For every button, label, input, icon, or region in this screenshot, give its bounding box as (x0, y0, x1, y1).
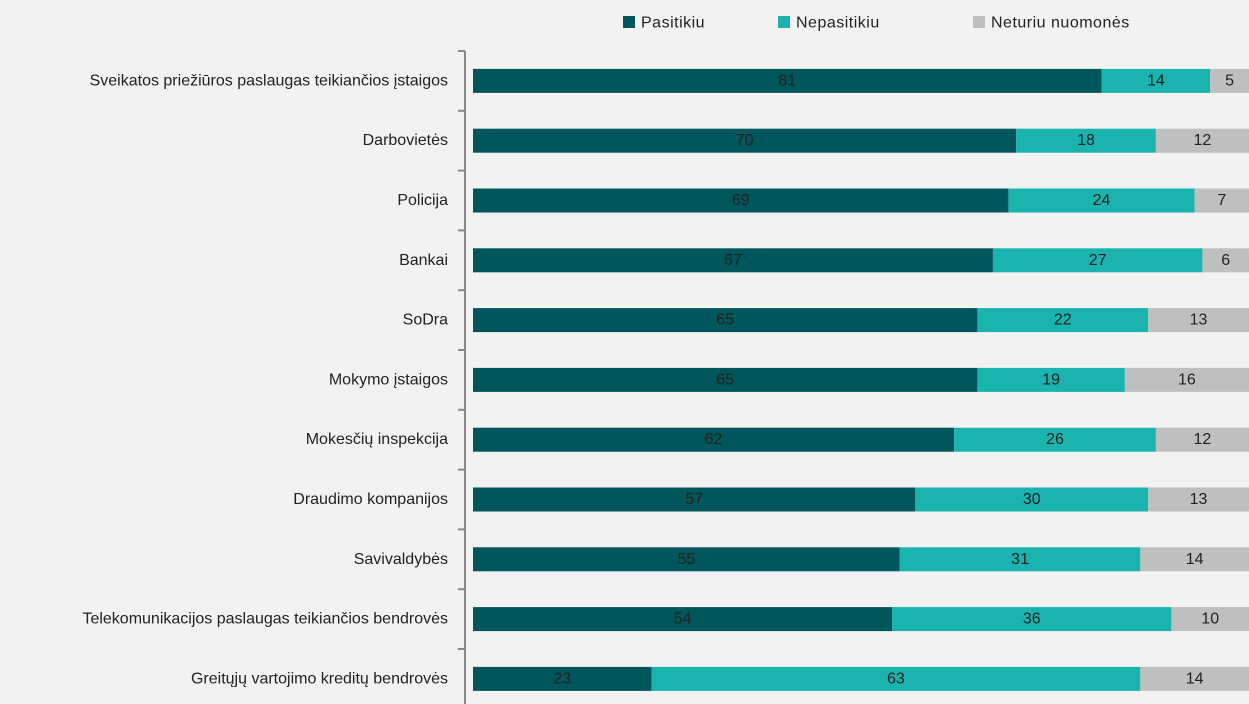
data-label: 55 (678, 551, 696, 568)
bar-segment (473, 248, 993, 273)
category-label: Darbovietės (363, 132, 448, 149)
data-label: 16 (1178, 371, 1196, 388)
bar-segment (473, 427, 955, 452)
bar-segment (915, 487, 1149, 512)
data-label: 10 (1201, 611, 1219, 628)
bar-segment (1140, 547, 1249, 572)
bar-segment (473, 68, 1102, 93)
bar-segment (473, 607, 893, 632)
data-label: 7 (1217, 192, 1226, 209)
bar-segment (473, 666, 652, 691)
bar-segment (1124, 367, 1249, 392)
bar-segment (954, 427, 1156, 452)
bar-segment (473, 487, 916, 512)
category-label: Bankai (399, 252, 448, 269)
data-label: 13 (1190, 312, 1208, 329)
bar-segment (473, 547, 900, 572)
category-label: Greitųjų vartojimo kreditų bendrovės (191, 670, 448, 687)
bar-segment (473, 308, 978, 333)
bar-segment (892, 607, 1172, 632)
data-label: 6 (1221, 252, 1230, 269)
legend-label: Nepasitikiu (796, 15, 880, 32)
data-label: 65 (716, 371, 734, 388)
category-label: Draudimo kompanijos (293, 491, 448, 508)
bar-segment (651, 666, 1141, 691)
data-label: 14 (1186, 670, 1204, 687)
category-label: Sveikatos priežiūros paslaugas teikianči… (90, 72, 448, 89)
category-label: Savivaldybės (354, 551, 448, 568)
category-label: Mokymo įstaigos (329, 371, 448, 388)
category-label: SoDra (403, 312, 448, 329)
data-label: 26 (1046, 431, 1064, 448)
bar-segment (899, 547, 1141, 572)
bar-segment (1148, 487, 1249, 512)
bar-segment (992, 248, 1203, 273)
category-label: Mokesčių inspekcija (306, 431, 448, 448)
data-label: 12 (1194, 132, 1212, 149)
bar-segment (1210, 68, 1249, 93)
bar-segment (1008, 188, 1195, 213)
legend-swatch (778, 16, 790, 28)
bar-segment (473, 367, 978, 392)
data-label: 70 (736, 132, 754, 149)
legend-label: Neturiu nuomonės (991, 15, 1130, 32)
bar-segment (1155, 427, 1249, 452)
bar-segment (1194, 188, 1249, 213)
bar-segment (1202, 248, 1249, 273)
data-label: 67 (724, 252, 742, 269)
data-label: 81 (778, 72, 796, 89)
bar-segment (1148, 308, 1249, 333)
data-label: 24 (1093, 192, 1111, 209)
bar-segment (473, 128, 1017, 153)
data-label: 12 (1194, 431, 1212, 448)
data-label: 31 (1011, 551, 1029, 568)
bar-segment (473, 188, 1009, 213)
bar-segment (977, 308, 1149, 333)
data-label: 36 (1023, 611, 1041, 628)
bar-segment (1101, 68, 1211, 93)
data-label: 23 (553, 670, 571, 687)
data-label: 13 (1190, 491, 1208, 508)
data-label: 57 (685, 491, 703, 508)
bar-segment (1155, 128, 1249, 153)
legend-label: Pasitikiu (641, 15, 705, 32)
data-label: 18 (1077, 132, 1095, 149)
bar-segment (1016, 128, 1156, 153)
data-label: 69 (732, 192, 750, 209)
data-label: 27 (1089, 252, 1107, 269)
data-label: 14 (1147, 72, 1165, 89)
data-label: 30 (1023, 491, 1041, 508)
data-label: 19 (1042, 371, 1060, 388)
data-label: 62 (705, 431, 723, 448)
data-label: 5 (1225, 72, 1234, 89)
data-label: 65 (716, 312, 734, 329)
legend-swatch (973, 16, 985, 28)
data-label: 63 (887, 670, 905, 687)
category-label: Telekomunikacijos paslaugas teikiančios … (82, 611, 448, 628)
data-label: 22 (1054, 312, 1072, 329)
legend-swatch (623, 16, 635, 28)
data-label: 14 (1186, 551, 1204, 568)
category-label: Policija (397, 192, 448, 209)
data-label: 54 (674, 611, 692, 628)
bar-segment (977, 367, 1125, 392)
bar-segment (1171, 607, 1249, 632)
bar-segment (1140, 666, 1249, 691)
